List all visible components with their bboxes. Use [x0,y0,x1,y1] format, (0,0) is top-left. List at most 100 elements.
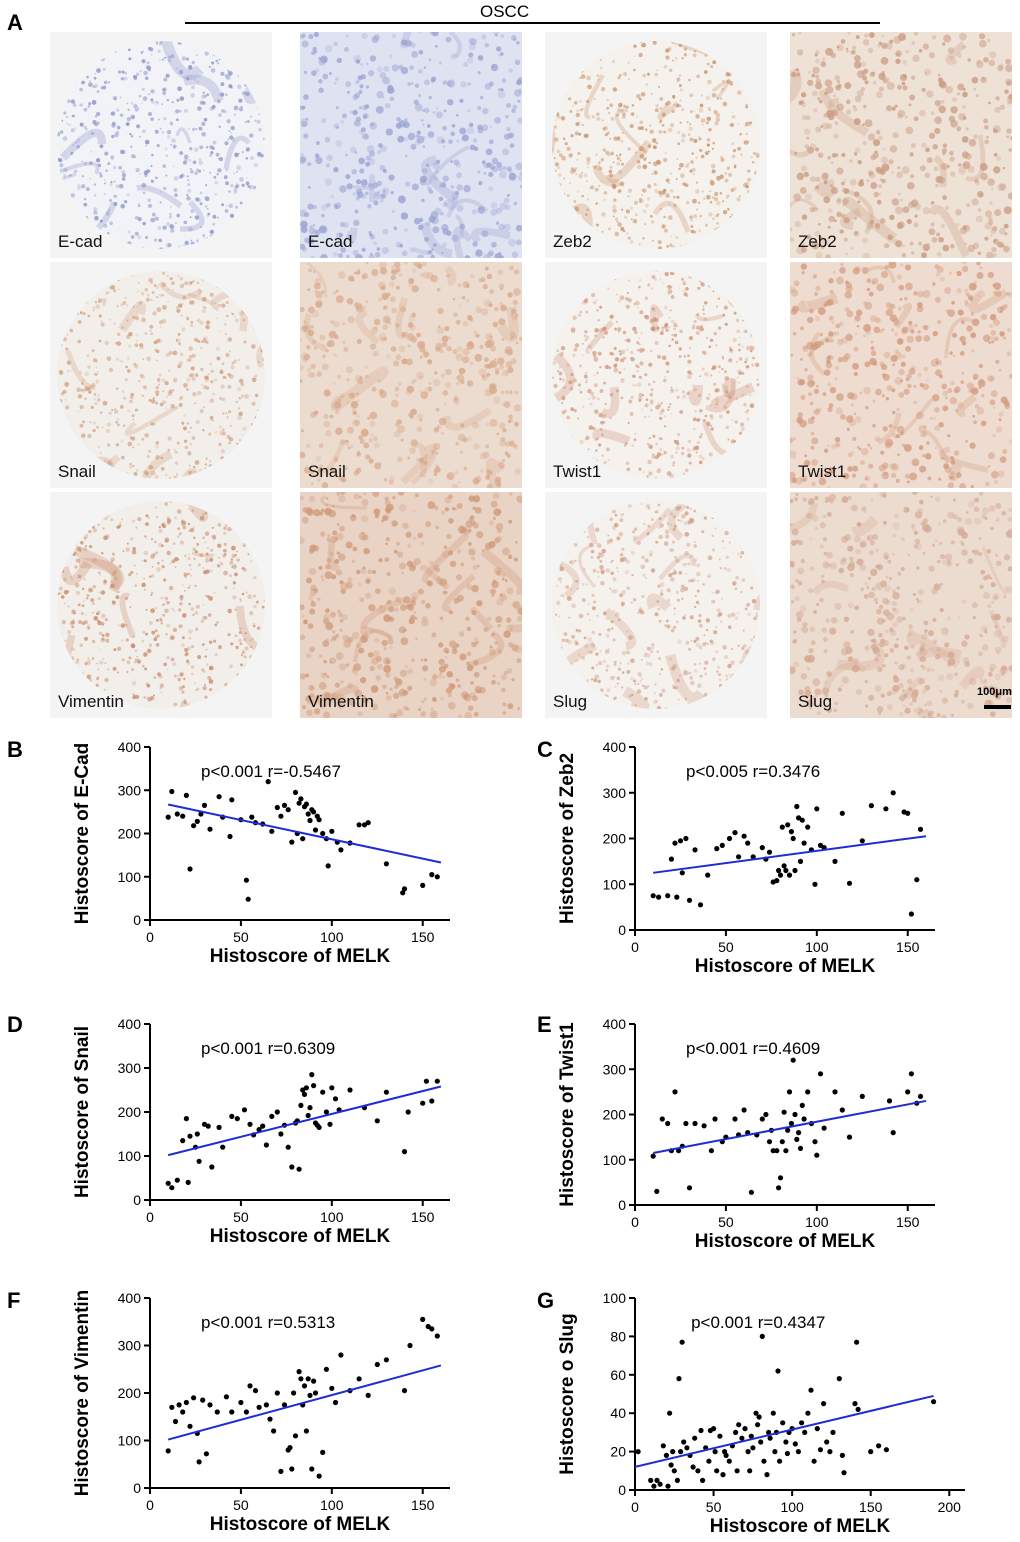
data-point [854,1339,860,1345]
data-point [775,1368,781,1374]
scale-bar [984,705,1011,709]
data-point [648,1477,654,1483]
data-point [200,1397,206,1403]
data-point [802,1429,808,1435]
ihc-tile-e-cad-zoom: E-cad [300,32,522,258]
data-point [759,1333,765,1339]
data-point [686,1185,693,1191]
data-point [839,1452,845,1458]
data-point [247,1121,253,1127]
data-point [307,817,313,824]
data-point [692,1120,698,1127]
y-tick-label: 40 [610,1405,626,1421]
scale-bar-label: 100μm [977,686,1012,698]
data-point [917,826,924,832]
data-point [187,1423,193,1429]
panel-letter-c: C [537,737,553,762]
data-point [821,1401,827,1407]
data-point [777,1458,783,1464]
data-point [783,1439,789,1445]
data-point [654,1188,660,1194]
data-point [185,1179,191,1185]
data-point [657,1481,663,1487]
ihc-tile-zeb2-core: Zeb2 [545,32,767,258]
data-point [668,856,674,862]
data-point [289,839,295,845]
data-point [839,810,845,816]
data-point [316,1124,322,1130]
data-point [298,796,304,802]
scatter-plot-vimentin: 0 100 200 300 400 0 50 100 150 Histoscore of MELK… [72,1290,450,1535]
data-point [307,1392,313,1398]
data-point [750,1445,756,1451]
x-tick-label: 50 [233,929,249,945]
data-point [697,902,704,908]
data-point [274,1109,280,1115]
data-point [805,1089,811,1095]
data-point [814,1152,820,1158]
data-point [776,1185,782,1191]
data-point [216,794,222,800]
stain-texture [300,32,522,258]
x-tick-label: 50 [706,1499,722,1515]
data-point [759,1116,765,1122]
x-axis-label: Histoscore of MELK [210,1514,391,1535]
data-point [269,828,275,834]
data-point [245,896,251,902]
data-point [783,867,789,874]
data-point [243,1409,249,1415]
data-point [374,1361,380,1368]
regression-line [167,1364,442,1441]
data-point [836,1376,842,1382]
tile-label: E-cad [58,232,103,251]
data-point [766,849,773,855]
y-tick-label: 0 [133,1480,141,1496]
data-point [196,1459,202,1465]
data-point [759,845,765,851]
data-point [429,872,435,878]
data-point [711,1426,717,1432]
data-point [320,1449,326,1455]
data-point [291,1390,297,1396]
y-tick-label: 0 [618,1197,626,1213]
stain-texture [300,492,522,718]
data-point [176,1402,182,1408]
data-point [733,1429,739,1435]
data-point [832,858,838,864]
y-tick-label: 0 [618,1482,626,1498]
y-tick-label: 400 [603,1016,627,1032]
ihc-tile-snail-zoom: Snail [300,262,522,488]
data-point [281,802,288,808]
data-point [859,838,865,844]
data-point [203,1451,209,1457]
data-point [174,811,180,817]
data-point [780,1420,786,1426]
y-tick-label: 400 [118,1016,142,1032]
data-point [786,872,793,878]
data-point [180,813,186,819]
data-point [271,1428,277,1434]
data-point [278,1131,284,1137]
data-point [400,890,406,896]
data-point [839,1107,845,1113]
data-point [659,1116,665,1122]
data-point [278,1468,284,1474]
y-tick-label: 400 [118,739,142,755]
data-point [194,818,200,824]
data-point [734,1468,740,1474]
data-point [187,866,193,872]
scatter-plot-twist1: 0 100 200 300 400 0 50 100 150 Histoscore of MELK… [557,1016,935,1252]
x-tick-label: 100 [780,1499,804,1515]
data-point [301,1091,308,1097]
data-point [183,1399,189,1406]
data-point [695,1468,701,1474]
data-point [876,1443,882,1449]
axes: 0 100 200 300 400 0 50 100 150 [603,739,935,955]
data-point [332,1096,339,1102]
data-point [434,1078,440,1084]
y-axis-label: Histoscore of E-Cad [72,743,93,925]
data-point [905,810,911,816]
data-point [172,1418,179,1425]
x-tick-label: 0 [631,939,639,955]
data-points [165,1316,440,1479]
